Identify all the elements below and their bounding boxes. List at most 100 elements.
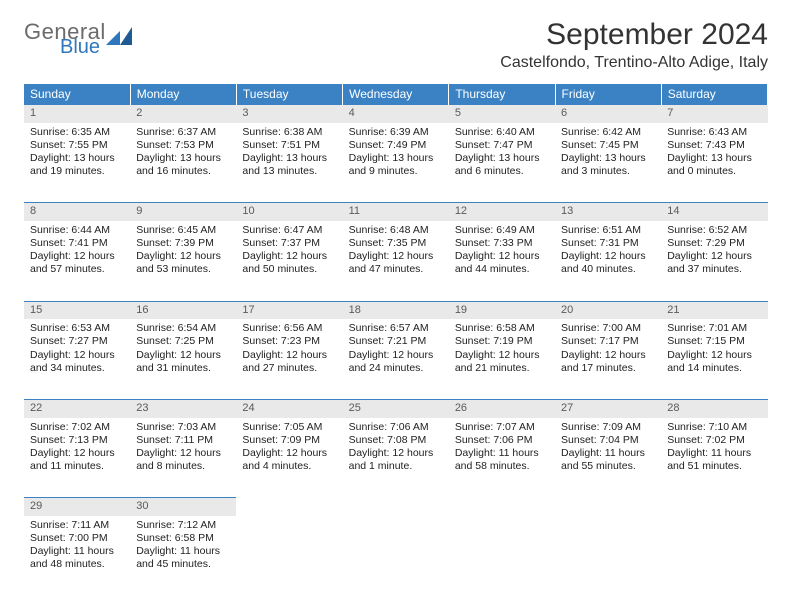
- daylight-line-2: and 19 minutes.: [30, 165, 124, 178]
- daylight-line-2: and 16 minutes.: [136, 165, 230, 178]
- day-number: 22: [24, 399, 130, 417]
- daylight-line-2: and 11 minutes.: [30, 460, 124, 473]
- weekday-header: Saturday: [661, 84, 767, 105]
- day-cell: Sunrise: 6:45 AMSunset: 7:39 PMDaylight:…: [130, 221, 236, 301]
- sunrise-line: Sunrise: 6:49 AM: [455, 224, 549, 237]
- sunset-line: Sunset: 7:25 PM: [136, 335, 230, 348]
- daylight-line-1: Daylight: 11 hours: [667, 447, 761, 460]
- sunrise-line: Sunrise: 6:42 AM: [561, 126, 655, 139]
- sunset-line: Sunset: 7:02 PM: [667, 434, 761, 447]
- sunrise-line: Sunrise: 7:01 AM: [667, 322, 761, 335]
- sunset-line: Sunset: 7:27 PM: [30, 335, 124, 348]
- sunset-line: Sunset: 7:15 PM: [667, 335, 761, 348]
- sunrise-line: Sunrise: 7:10 AM: [667, 421, 761, 434]
- logo-mark-icon: [106, 27, 132, 45]
- weekday-header-row: SundayMondayTuesdayWednesdayThursdayFrid…: [24, 84, 768, 105]
- empty-cell: [343, 498, 449, 516]
- daylight-line-1: Daylight: 12 hours: [242, 250, 336, 263]
- daylight-line-2: and 8 minutes.: [136, 460, 230, 473]
- day-number: 24: [236, 399, 342, 417]
- daylight-line-2: and 31 minutes.: [136, 362, 230, 375]
- sunrise-line: Sunrise: 7:03 AM: [136, 421, 230, 434]
- sunset-line: Sunset: 7:00 PM: [30, 532, 124, 545]
- sunrise-line: Sunrise: 7:07 AM: [455, 421, 549, 434]
- day-number: 1: [24, 105, 130, 123]
- day-number: 6: [555, 105, 661, 123]
- sunset-line: Sunset: 7:55 PM: [30, 139, 124, 152]
- daylight-line-2: and 4 minutes.: [242, 460, 336, 473]
- daylight-line-2: and 37 minutes.: [667, 263, 761, 276]
- weekday-header: Wednesday: [343, 84, 449, 105]
- sunset-line: Sunset: 7:41 PM: [30, 237, 124, 250]
- daylight-line-2: and 17 minutes.: [561, 362, 655, 375]
- sunset-line: Sunset: 7:04 PM: [561, 434, 655, 447]
- daylight-line-2: and 34 minutes.: [30, 362, 124, 375]
- weekday-header: Tuesday: [236, 84, 342, 105]
- day-cell: Sunrise: 6:43 AMSunset: 7:43 PMDaylight:…: [661, 123, 767, 203]
- sunrise-line: Sunrise: 7:06 AM: [349, 421, 443, 434]
- logo-text: General Blue: [24, 22, 106, 56]
- day-cell: Sunrise: 7:03 AMSunset: 7:11 PMDaylight:…: [130, 418, 236, 498]
- daylight-line-2: and 53 minutes.: [136, 263, 230, 276]
- daylight-line-1: Daylight: 12 hours: [349, 349, 443, 362]
- sunrise-line: Sunrise: 7:11 AM: [30, 519, 124, 532]
- day-cell: Sunrise: 6:35 AMSunset: 7:55 PMDaylight:…: [24, 123, 130, 203]
- info-row: Sunrise: 6:53 AMSunset: 7:27 PMDaylight:…: [24, 319, 768, 399]
- info-row: Sunrise: 7:02 AMSunset: 7:13 PMDaylight:…: [24, 418, 768, 498]
- sunset-line: Sunset: 7:13 PM: [30, 434, 124, 447]
- day-number: 18: [343, 301, 449, 319]
- daylight-line-1: Daylight: 12 hours: [667, 349, 761, 362]
- location: Castelfondo, Trentino-Alto Adige, Italy: [500, 54, 768, 72]
- sunset-line: Sunset: 7:47 PM: [455, 139, 549, 152]
- day-cell: Sunrise: 6:40 AMSunset: 7:47 PMDaylight:…: [449, 123, 555, 203]
- info-row: Sunrise: 6:35 AMSunset: 7:55 PMDaylight:…: [24, 123, 768, 203]
- day-cell: Sunrise: 6:54 AMSunset: 7:25 PMDaylight:…: [130, 319, 236, 399]
- daylight-line-2: and 1 minute.: [349, 460, 443, 473]
- daylight-line-1: Daylight: 12 hours: [455, 349, 549, 362]
- daylight-line-1: Daylight: 13 hours: [136, 152, 230, 165]
- daylight-line-1: Daylight: 12 hours: [30, 250, 124, 263]
- day-number: 13: [555, 203, 661, 221]
- day-number: 20: [555, 301, 661, 319]
- daylight-line-2: and 51 minutes.: [667, 460, 761, 473]
- empty-cell: [555, 498, 661, 516]
- sunrise-line: Sunrise: 6:44 AM: [30, 224, 124, 237]
- sunrise-line: Sunrise: 7:12 AM: [136, 519, 230, 532]
- daylight-line-2: and 14 minutes.: [667, 362, 761, 375]
- sunset-line: Sunset: 7:09 PM: [242, 434, 336, 447]
- daynum-row: 1234567: [24, 105, 768, 123]
- sunrise-line: Sunrise: 6:54 AM: [136, 322, 230, 335]
- weekday-header: Friday: [555, 84, 661, 105]
- weekday-header: Monday: [130, 84, 236, 105]
- day-number: 11: [343, 203, 449, 221]
- sunset-line: Sunset: 7:37 PM: [242, 237, 336, 250]
- day-number: 8: [24, 203, 130, 221]
- day-cell: Sunrise: 7:09 AMSunset: 7:04 PMDaylight:…: [555, 418, 661, 498]
- daylight-line-1: Daylight: 13 hours: [667, 152, 761, 165]
- sunrise-line: Sunrise: 6:51 AM: [561, 224, 655, 237]
- daylight-line-2: and 47 minutes.: [349, 263, 443, 276]
- calendar-body: 1234567Sunrise: 6:35 AMSunset: 7:55 PMDa…: [24, 105, 768, 596]
- daylight-line-2: and 58 minutes.: [455, 460, 549, 473]
- daylight-line-2: and 44 minutes.: [455, 263, 549, 276]
- sunset-line: Sunset: 7:35 PM: [349, 237, 443, 250]
- daylight-line-1: Daylight: 12 hours: [136, 349, 230, 362]
- daylight-line-1: Daylight: 12 hours: [561, 349, 655, 362]
- day-cell: Sunrise: 6:48 AMSunset: 7:35 PMDaylight:…: [343, 221, 449, 301]
- day-cell: Sunrise: 7:01 AMSunset: 7:15 PMDaylight:…: [661, 319, 767, 399]
- day-number: 12: [449, 203, 555, 221]
- day-number: 17: [236, 301, 342, 319]
- daylight-line-1: Daylight: 13 hours: [455, 152, 549, 165]
- daynum-row: 891011121314: [24, 203, 768, 221]
- sunset-line: Sunset: 7:29 PM: [667, 237, 761, 250]
- empty-cell: [449, 516, 555, 596]
- sunrise-line: Sunrise: 6:56 AM: [242, 322, 336, 335]
- empty-cell: [236, 498, 342, 516]
- day-cell: Sunrise: 6:37 AMSunset: 7:53 PMDaylight:…: [130, 123, 236, 203]
- day-cell: Sunrise: 7:12 AMSunset: 6:58 PMDaylight:…: [130, 516, 236, 596]
- daylight-line-1: Daylight: 12 hours: [136, 447, 230, 460]
- sunrise-line: Sunrise: 6:48 AM: [349, 224, 443, 237]
- day-cell: Sunrise: 7:02 AMSunset: 7:13 PMDaylight:…: [24, 418, 130, 498]
- sunrise-line: Sunrise: 6:47 AM: [242, 224, 336, 237]
- daylight-line-2: and 21 minutes.: [455, 362, 549, 375]
